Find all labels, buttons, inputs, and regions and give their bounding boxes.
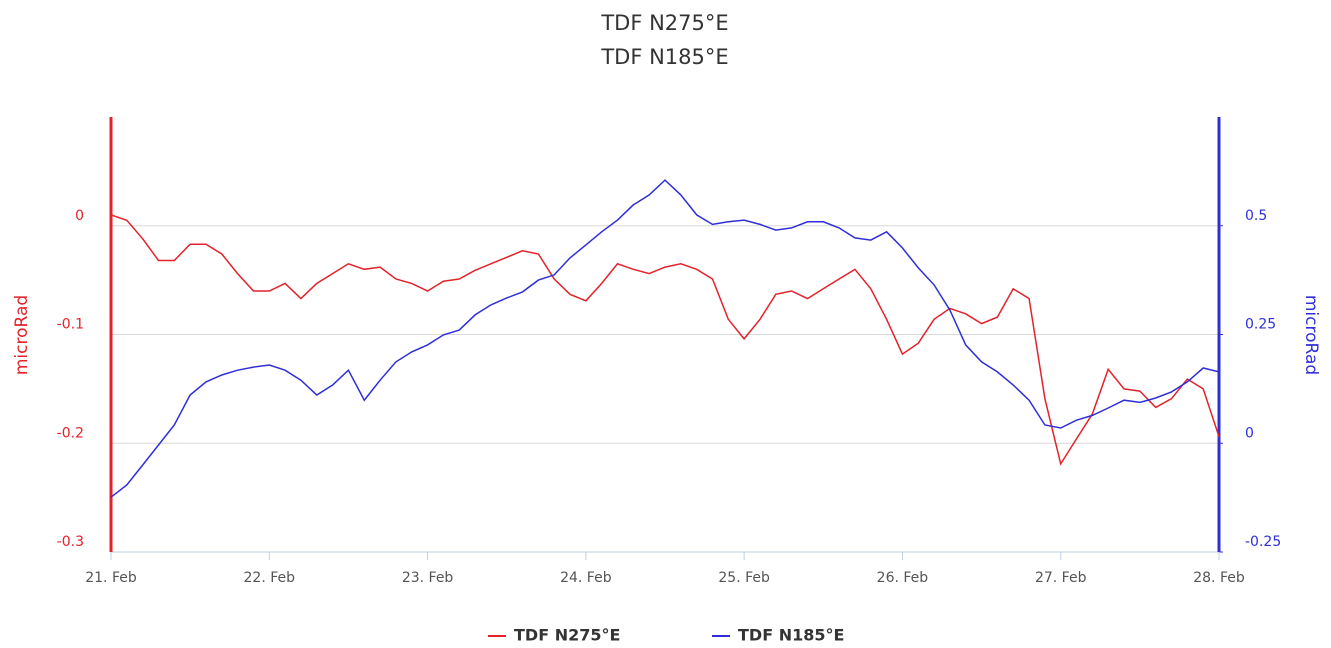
x-tick-label: 25. Feb — [718, 570, 770, 586]
series-line — [110, 179, 1220, 498]
y2-tick-label: -0.25 — [1245, 534, 1281, 550]
y-tick-label: -0.1 — [57, 317, 84, 333]
series-line — [110, 214, 1220, 466]
x-tick-label: 21. Feb — [85, 570, 137, 586]
x-tick-label: 28. Feb — [1193, 570, 1245, 586]
x-tick-label: 22. Feb — [244, 570, 296, 586]
y-tick-label: -0.2 — [57, 425, 84, 441]
y-tick-label: -0.3 — [57, 534, 84, 550]
x-tick-label: 23. Feb — [402, 570, 454, 586]
y2-tick-label: 0 — [1245, 425, 1254, 441]
x-tick-label: 26. Feb — [877, 570, 929, 586]
chart-title: TDF N275°E — [600, 11, 728, 35]
chart-subtitle: TDF N185°E — [600, 45, 728, 69]
x-tick-label: 24. Feb — [560, 570, 612, 586]
y-tick-label: 0 — [75, 208, 84, 224]
legend-label: TDF N185°E — [738, 626, 844, 645]
x-tick-label: 27. Feb — [1035, 570, 1087, 586]
legend-label: TDF N275°E — [514, 626, 620, 645]
y-axis-title: microRad — [12, 295, 32, 375]
y2-tick-label: 0.5 — [1245, 208, 1267, 224]
y2-axis-title: microRad — [1301, 295, 1321, 375]
y2-tick-label: 0.25 — [1245, 317, 1276, 333]
